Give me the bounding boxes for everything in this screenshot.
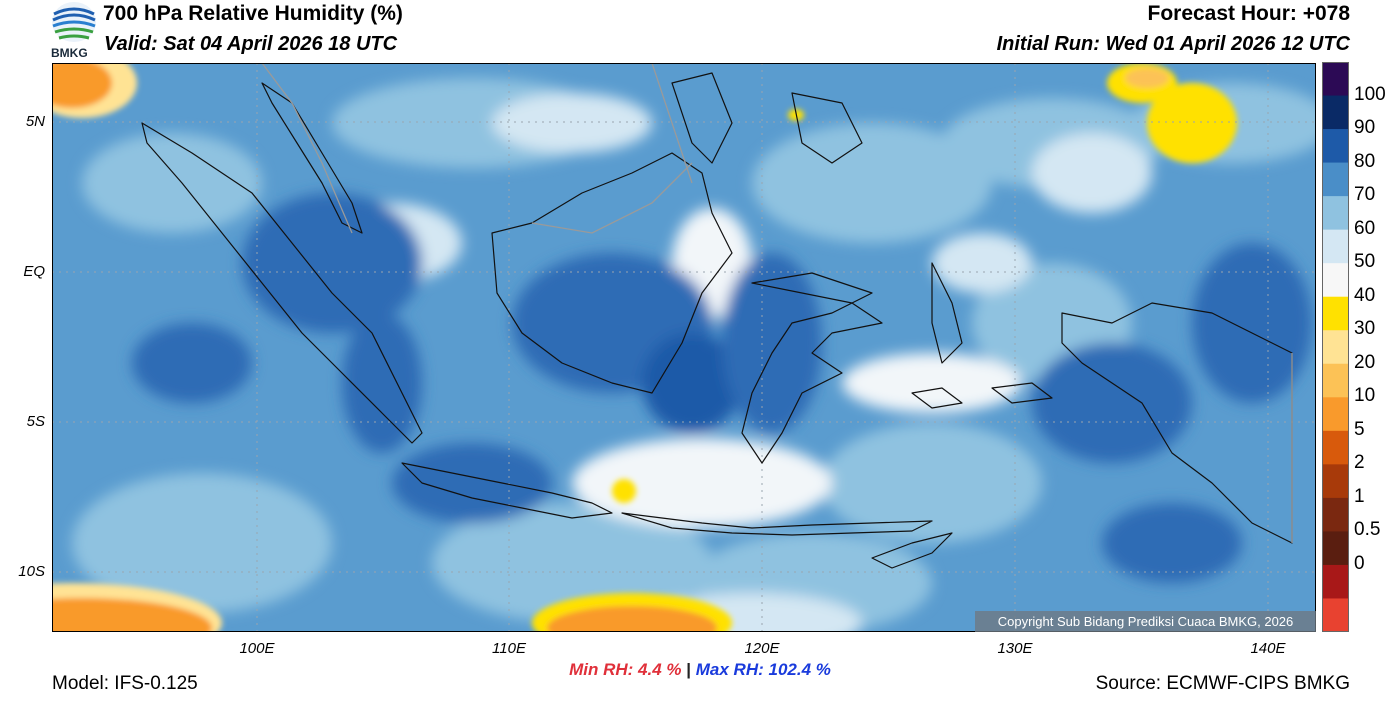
model-name: Model: IFS-0.125: [52, 673, 198, 694]
lat-label-5n: 5N: [25, 113, 45, 130]
colorbar-swatch: [1322, 363, 1349, 398]
lat-label-5s: 5S: [26, 413, 45, 430]
lat-label-eq: EQ: [23, 263, 45, 280]
copyright-notice: Copyright Sub Bidang Prediksi Cuaca BMKG…: [975, 611, 1316, 632]
lon-label-120e: 120E: [744, 640, 780, 657]
map-border: [52, 63, 1316, 632]
lat-label-10s: 10S: [18, 563, 45, 580]
bmkg-logo: [50, 0, 102, 62]
country-borders: [261, 62, 1293, 543]
colorbar-swatches: [1322, 62, 1349, 633]
lon-label-100e: 100E: [239, 640, 275, 657]
colorbar: [1322, 62, 1349, 633]
colorbar-outline: [1322, 62, 1349, 632]
colorbar-swatch: [1322, 196, 1349, 231]
colorbar-label: 20: [1354, 351, 1376, 373]
colorbar-swatch: [1322, 497, 1349, 532]
colorbar-swatch: [1322, 162, 1349, 197]
max-rh-label: Max RH:: [695, 660, 764, 679]
max-rh-value: 102.4 %: [768, 660, 831, 679]
colorbar-swatch: [1322, 531, 1349, 566]
colorbar-swatch: [1322, 564, 1349, 599]
colorbar-label: 5: [1354, 418, 1365, 440]
colorbar-swatch: [1322, 296, 1349, 331]
colorbar-label: 0: [1354, 552, 1365, 574]
map-graticule: [52, 63, 1316, 632]
forecast-hour: Forecast Hour: +078: [1147, 2, 1351, 25]
colorbar-swatch: [1322, 95, 1349, 130]
colorbar-label: 70: [1354, 184, 1376, 206]
stats-separator: |: [686, 660, 692, 679]
colorbar-swatch: [1322, 129, 1349, 164]
humidity-map[interactable]: [0, 48, 1332, 663]
colorbar-swatch: [1322, 430, 1349, 465]
valid-time: Valid: Sat 04 April 2026 18 UTC: [104, 33, 398, 55]
rh-stats: Min RH: 4.4 % | Max RH: 102.4 %: [0, 660, 1400, 680]
colorbar-label: 2: [1354, 452, 1365, 474]
coastlines: [141, 72, 1293, 569]
colorbar-label: 0.5: [1354, 519, 1381, 541]
data-source: Source: ECMWF-CIPS BMKG: [1095, 673, 1350, 694]
colorbar-label: 1: [1354, 485, 1365, 507]
colorbar-label: 10: [1354, 385, 1376, 407]
colorbar-swatch: [1322, 330, 1349, 365]
rh-field-blobs: [72, 78, 1332, 653]
colorbar-swatch: [1322, 464, 1349, 499]
colorbar-swatch: [1322, 263, 1349, 298]
colorbar-label: 80: [1354, 150, 1376, 172]
logo-text: BMKG: [51, 46, 88, 60]
colorbar-label: 60: [1354, 217, 1376, 239]
colorbar-swatch: [1322, 397, 1349, 432]
min-rh-value: 4.4 %: [638, 660, 682, 679]
chart-title: 700 hPa Relative Humidity (%): [103, 2, 403, 25]
colorbar-swatch: [1322, 62, 1349, 97]
lon-label-140e: 140E: [1250, 640, 1286, 657]
colorbar-swatch: [1322, 598, 1349, 633]
min-rh-label: Min RH:: [569, 660, 634, 679]
colorbar-label: 100: [1354, 83, 1386, 105]
colorbar-label: 40: [1354, 284, 1376, 306]
lon-label-130e: 130E: [997, 640, 1033, 657]
colorbar-label: 30: [1354, 318, 1376, 340]
lon-label-110e: 110E: [492, 640, 526, 657]
colorbar-label: 50: [1354, 251, 1376, 273]
initial-run: Initial Run: Wed 01 April 2026 12 UTC: [996, 33, 1350, 55]
colorbar-label: 90: [1354, 117, 1376, 139]
colorbar-swatch: [1322, 229, 1349, 264]
